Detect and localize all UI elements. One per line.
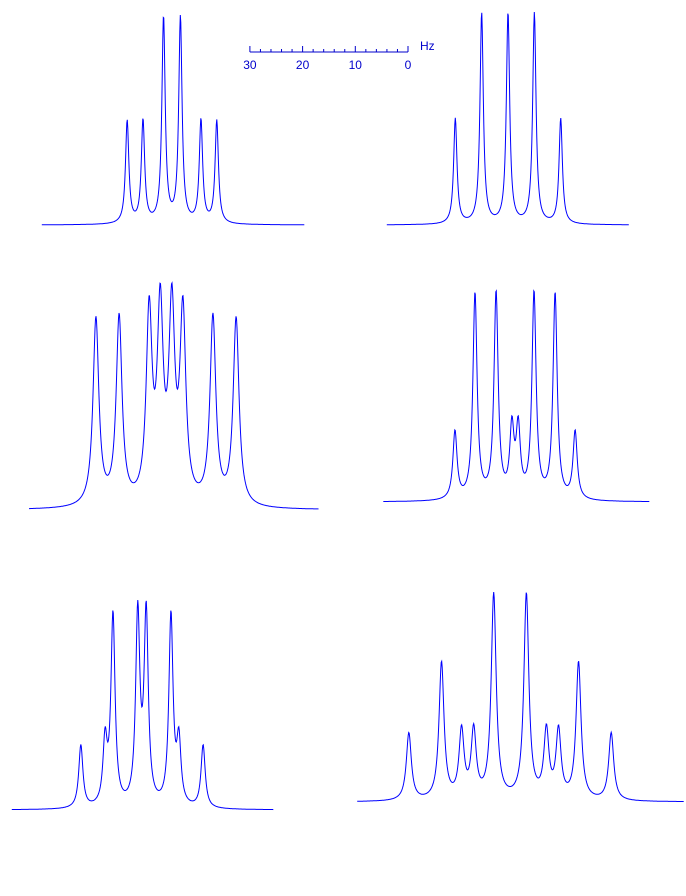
tick-label: 30	[243, 58, 257, 72]
tick-label: 0	[405, 58, 412, 72]
unit-label: Hz	[420, 39, 435, 53]
spectrum-trace	[357, 591, 684, 802]
spectrum-trace	[41, 14, 305, 226]
spectrum-trace	[11, 599, 274, 811]
tick-label: 20	[296, 58, 310, 72]
spectrum-trace	[383, 289, 650, 502]
tick-label: 10	[349, 58, 363, 72]
spectrum-trace	[29, 281, 319, 510]
spectrum-trace	[386, 11, 629, 226]
